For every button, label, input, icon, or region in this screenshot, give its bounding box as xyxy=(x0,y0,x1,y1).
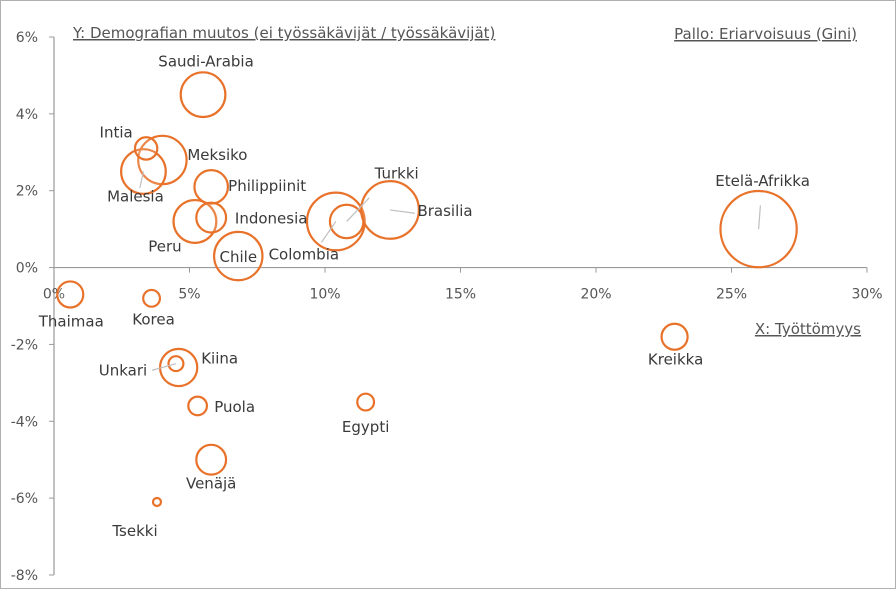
leader-line xyxy=(320,221,337,243)
point-label: Korea xyxy=(132,310,175,328)
point-label: Colombia xyxy=(269,245,340,263)
bubbles xyxy=(56,71,798,508)
y-tick-label: 2% xyxy=(16,184,38,200)
point-label: Brasilia xyxy=(417,202,472,220)
leader-line xyxy=(151,363,177,371)
point-label: Puola xyxy=(214,398,255,416)
bubble-tsekki xyxy=(151,496,163,508)
point-label: Intia xyxy=(100,123,133,141)
point-label: Malesia xyxy=(107,188,164,206)
bubble-indonesia xyxy=(195,201,228,234)
bubble-korea xyxy=(142,288,162,308)
y-tick-label: -8% xyxy=(11,568,38,584)
point-label: Chile xyxy=(220,248,258,266)
leader-line xyxy=(139,171,145,189)
leader-lines xyxy=(139,171,761,371)
bubble-chile xyxy=(213,230,264,282)
x-tick-label: 10% xyxy=(309,287,340,303)
point-label: Egypti xyxy=(342,418,389,436)
point-label: Kreikka xyxy=(648,351,703,369)
leader-line xyxy=(758,205,761,230)
point-label: Tsekki xyxy=(111,522,157,540)
y-tick-label: -4% xyxy=(11,414,38,430)
leader-line xyxy=(389,209,415,214)
bubble-venäjä xyxy=(195,443,228,476)
size-legend-title: Pallo: Eriarvoisuus (Gini) xyxy=(674,25,857,43)
x-tick-label: 15% xyxy=(445,287,476,303)
y-tick-label: 6% xyxy=(16,30,38,46)
x-tick-label: 0% xyxy=(43,287,65,303)
x-axis-title: X: Työttömyys xyxy=(755,320,861,338)
bubble-saudi-arabia xyxy=(179,71,227,119)
bubble-egypti xyxy=(356,392,376,412)
x-tick-label: 5% xyxy=(178,287,200,303)
axes: -8% -6% -4% -2% 0% 2% 4% 6% 0% 5% 10% 15% 20% 25% 30% xyxy=(11,30,883,584)
y-tick-label: 0% xyxy=(16,261,38,277)
leader-line xyxy=(346,197,370,222)
point-label: Venäjä xyxy=(186,475,236,493)
bubble-puola xyxy=(187,395,209,417)
point-label: Philippiinit xyxy=(228,177,306,195)
bubble-intia xyxy=(133,136,159,161)
point-label: Meksiko xyxy=(187,146,247,164)
point-label: Kiina xyxy=(201,349,238,367)
point-labels: Saudi-Arabia Intia Meksiko Malesia Philippii… xyxy=(38,53,810,540)
point-label: Etelä-Afrikka xyxy=(715,172,810,190)
point-label: Indonesia xyxy=(235,210,308,228)
point-label: Peru xyxy=(148,237,181,255)
point-label: Saudi-Arabia xyxy=(158,53,254,71)
point-label: Turkki xyxy=(374,164,419,182)
bubble-thaimaa xyxy=(56,280,85,309)
y-tick-label: -2% xyxy=(11,337,38,353)
x-tick-label: 25% xyxy=(716,287,747,303)
bubble-philippiinit xyxy=(193,169,230,205)
y-axis-title: Y: Demografian muutos (ei työssäkävijät … xyxy=(72,24,495,42)
bubble-kreikka xyxy=(660,322,689,351)
x-tick-label: 30% xyxy=(851,287,882,303)
point-label: Unkari xyxy=(99,362,147,380)
y-tick-label: -6% xyxy=(11,491,38,507)
x-tick-label: 20% xyxy=(580,287,611,303)
y-tick-label: 4% xyxy=(16,107,38,123)
point-label: Thaimaa xyxy=(38,312,104,330)
